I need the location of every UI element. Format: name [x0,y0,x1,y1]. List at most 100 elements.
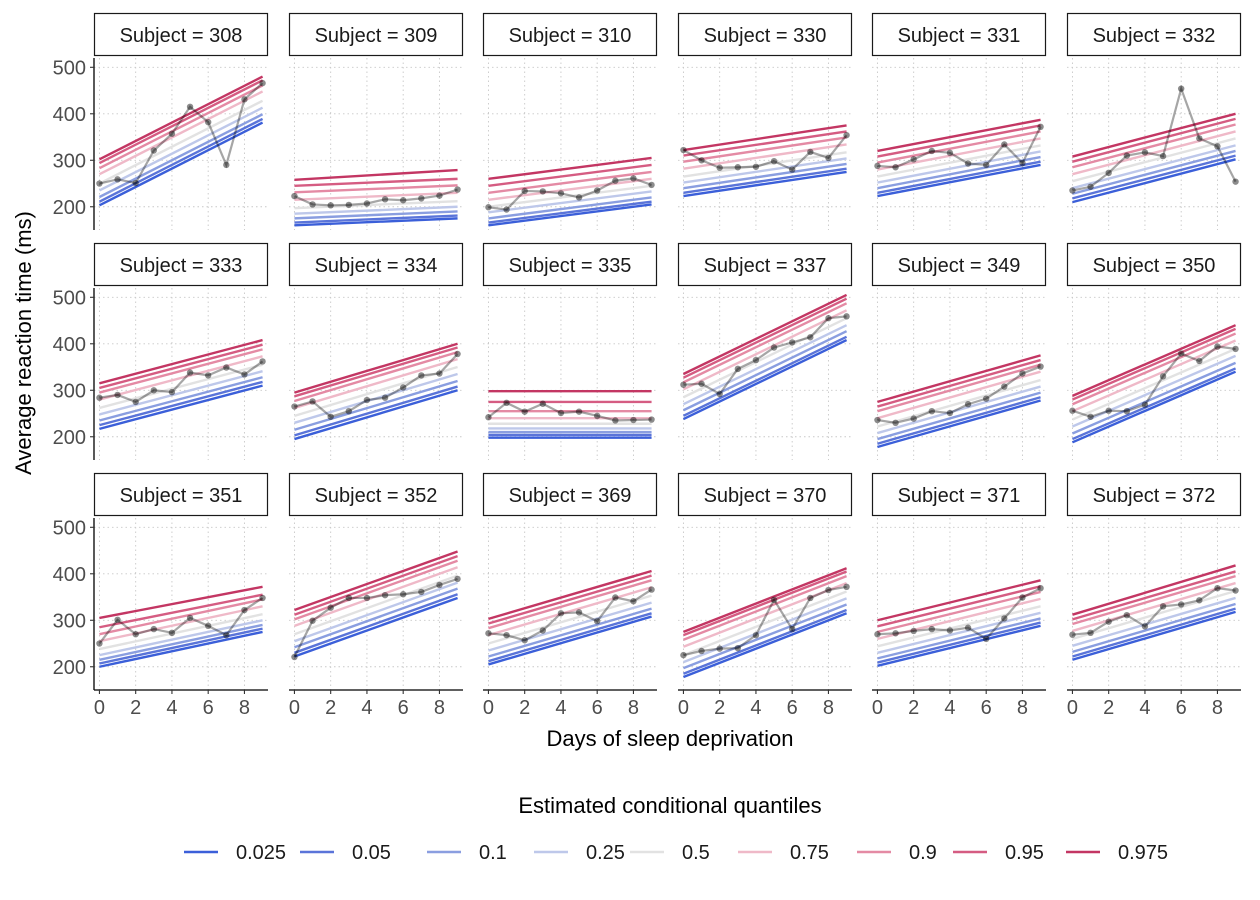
facet-panel: Subject = 310 [482,12,658,230]
legend-label: 0.1 [479,842,507,864]
quantile-line [488,200,652,224]
quantile-line [99,598,263,636]
facet-panel: Subject = 371 0 2 4 6 8 [872,472,1047,719]
observed-point [454,575,461,583]
observed-point [309,201,316,208]
quantile-line [877,621,1041,664]
quantile-line [877,611,1041,654]
observed-point [223,364,230,371]
quantile-line [488,569,652,621]
observed-point [1019,370,1026,377]
quantile-line [99,384,263,431]
strip-label: Subject = 372 [1093,485,1216,507]
quantile-line [683,597,847,664]
observed-point [96,394,103,401]
observed-point [648,416,655,423]
quantile-line [1072,144,1236,190]
legend-label: 0.95 [1005,842,1044,864]
observed-point [752,631,760,639]
observed-point [241,96,248,103]
observed-point [946,149,954,157]
observed-point [734,164,742,171]
observed-point [1069,407,1076,414]
quantile-line [99,338,263,385]
observed-point [1196,597,1203,604]
observed-line [1072,85,1237,192]
observed-point [223,631,230,639]
quantile-line [1071,332,1237,406]
x-tick-label: 2 [130,697,141,719]
legend-label: 0.975 [1118,842,1168,864]
observed-line [98,597,264,645]
observed-point [874,162,881,170]
observed-point [186,103,194,111]
quantile-line [294,554,458,616]
quantile-line [1072,154,1236,200]
observed-point [892,419,899,427]
strip-label: Subject = 330 [704,25,827,47]
quantile-line [294,550,458,612]
observed-point [345,594,353,602]
observed-line [293,188,458,207]
strip-box [871,12,1047,57]
observed-point [630,598,637,605]
observed-line [682,134,848,171]
observed-line [877,126,1042,169]
quantile-line [877,137,1041,171]
quantile-line [488,163,652,188]
quantile-line [877,118,1041,153]
quantile-line [1071,367,1237,441]
quantile-line [682,309,848,391]
facet-panel: Subject = 372 0 2 4 6 8 [1067,472,1242,719]
strip-label: Subject = 349 [898,255,1021,277]
quantile-line [99,363,263,410]
quantile-line [683,574,847,641]
observed-point [752,356,760,364]
quantile-line [682,302,848,384]
legend: Estimated conditional quantiles 0.025 0.0… [184,793,1168,864]
x-tick-label: 6 [592,697,603,719]
strip-box [1066,12,1242,57]
quantile-line [1072,602,1236,654]
quantile-line [488,586,652,637]
quantile-line [294,372,458,424]
quantile-line [877,378,1041,428]
observed-point [788,625,796,633]
observed-point [612,177,619,184]
observed-point [1069,631,1076,638]
legend-item: 0.975 [1066,842,1168,864]
quantile-line [294,177,458,188]
observed-point [204,118,212,126]
quantile-line [683,143,847,170]
observed-point [259,358,266,365]
observed-point [1177,350,1185,357]
quantile-line [98,90,264,176]
quantile-line [488,177,652,201]
quantile-line [98,84,264,170]
quantile-line [683,167,847,194]
quantile-line [683,157,847,184]
strip-box [1066,242,1242,287]
observed-point [843,131,850,139]
observed-line [683,315,847,396]
observed-point [132,179,139,187]
quantile-line [294,168,458,181]
facet-panel: Subject = 330 [677,12,853,230]
observed-point [612,417,619,424]
quantile-line [683,130,847,157]
observed-point [807,594,814,602]
x-tick-label: 0 [872,697,883,719]
observed-point [345,201,353,209]
quantile-line [683,612,847,679]
observed-point [521,187,528,195]
observed-point [1159,152,1167,160]
observed-point [1123,152,1131,159]
observed-point [223,161,230,169]
observed-point [399,197,407,204]
facet-panel: Subject = 335 [482,242,658,460]
strip-box [288,242,464,287]
observed-point [381,394,389,401]
quantile-line [1072,149,1236,195]
quantile-line [1072,596,1236,647]
quantile-line [1072,117,1236,163]
